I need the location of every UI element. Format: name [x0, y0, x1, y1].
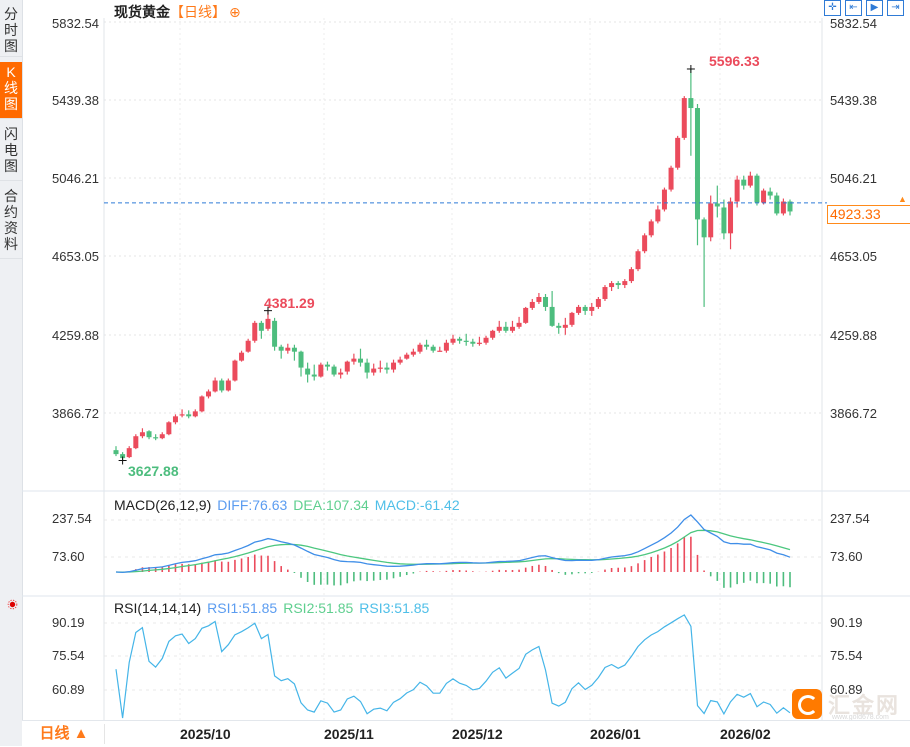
- chart-area[interactable]: 现货黄金【日线】 ⊕ ✛ ⇤ ▶ ⇥ 5832.54 5439.38 5046.2…: [7, 0, 910, 747]
- macd-value: MACD:-61.42: [374, 497, 460, 513]
- x-axis-bar: [22, 720, 910, 747]
- crosshair-icon[interactable]: ✛: [824, 0, 841, 16]
- rsi-y-tick: 75.54: [52, 648, 85, 663]
- y-tick-right: 3866.72: [830, 406, 877, 421]
- y-tick-left: 3866.72: [52, 406, 99, 421]
- macd-legend: MACD(26,12,9) DIFF:76.63 DEA:107.34 MACD:-6…: [114, 497, 460, 513]
- y-tick-left: 5832.54: [52, 16, 99, 31]
- logo-icon: [792, 689, 822, 719]
- logo: 汇金网 www.gold678.com: [792, 688, 906, 724]
- tab-label: 闪电图: [4, 126, 18, 174]
- sidebar-tab-contract-info[interactable]: 合约资料: [0, 186, 22, 259]
- sidebar-tab-lightning[interactable]: 闪电图: [0, 124, 22, 181]
- rsi-title: RSI(14,14,14): [114, 600, 202, 616]
- play-forward-icon[interactable]: ▶: [866, 0, 883, 16]
- rsi2-value: RSI2:51.85: [283, 600, 354, 616]
- indicator-settings-icon[interactable]: [6, 598, 19, 611]
- macd-diff-value: DIFF:76.63: [217, 497, 288, 513]
- y-tick-left: 5046.21: [52, 171, 99, 186]
- x-tick: 2025/10: [180, 726, 231, 742]
- x-tick: 2026/02: [720, 726, 771, 742]
- rsi-y-tick: 90.19: [52, 615, 85, 630]
- rsi-y-tick: 75.54: [830, 648, 863, 663]
- macd-dea-value: DEA:107.34: [293, 497, 369, 513]
- x-tick: 2025/11: [324, 726, 374, 742]
- low-annotation: 3627.88: [128, 463, 179, 479]
- high-annotation: 5596.33: [709, 53, 760, 69]
- y-tick-right: 5439.38: [830, 93, 877, 108]
- macd-y-tick: 237.54: [830, 511, 870, 526]
- y-tick-right: 4653.05: [830, 249, 877, 264]
- y-tick-right: 5832.54: [830, 16, 877, 31]
- rsi-y-tick: 60.89: [52, 682, 85, 697]
- symbol-name: 现货黄金: [114, 4, 170, 20]
- macd-y-tick: 237.54: [52, 511, 92, 526]
- y-tick-right: 5046.21: [830, 171, 877, 186]
- chart-canvas[interactable]: [22, 0, 910, 746]
- macd-y-tick: 73.60: [830, 549, 863, 564]
- macd-title: MACD(26,12,9): [114, 497, 212, 513]
- add-symbol-icon[interactable]: ⊕: [229, 4, 241, 20]
- rsi3-value: RSI3:51.85: [359, 600, 430, 616]
- x-tick: 2025/12: [452, 726, 503, 742]
- y-tick-left: 4653.05: [52, 249, 99, 264]
- rsi-y-tick: 90.19: [830, 615, 863, 630]
- tab-label: 合约资料: [4, 188, 18, 252]
- y-tick-left: 4259.88: [52, 328, 99, 343]
- exit-right-icon[interactable]: ⇥: [887, 0, 904, 16]
- price-up-arrow-icon: ▲: [898, 194, 907, 204]
- y-tick-right: 4259.88: [830, 328, 877, 343]
- macd-y-tick: 73.60: [52, 549, 85, 564]
- period-selector-button[interactable]: 日线 ▲: [24, 724, 105, 744]
- sidebar-tab-timeshare[interactable]: 分时图: [0, 4, 22, 57]
- rsi-y-tick: 60.89: [830, 682, 863, 697]
- logo-text: 汇金网: [828, 693, 901, 718]
- local-high-annotation: 4381.29: [264, 295, 315, 311]
- zoom-range-icon[interactable]: ⇤: [845, 0, 862, 16]
- y-tick-left: 5439.38: [52, 93, 99, 108]
- logo-url: www.gold678.com: [832, 714, 889, 721]
- period-label[interactable]: 【日线】: [170, 4, 226, 20]
- tab-label: 分时图: [4, 6, 18, 54]
- rsi1-value: RSI1:51.85: [207, 600, 278, 616]
- rsi-legend: RSI(14,14,14) RSI1:51.85 RSI2:51.85 RSI3:51…: [114, 600, 429, 616]
- x-tick: 2026/01: [590, 726, 641, 742]
- current-price-tag: 4923.33: [827, 205, 910, 224]
- chart-title: 现货黄金【日线】 ⊕: [114, 2, 241, 22]
- chart-toolbar: ✛ ⇤ ▶ ⇥: [824, 0, 904, 16]
